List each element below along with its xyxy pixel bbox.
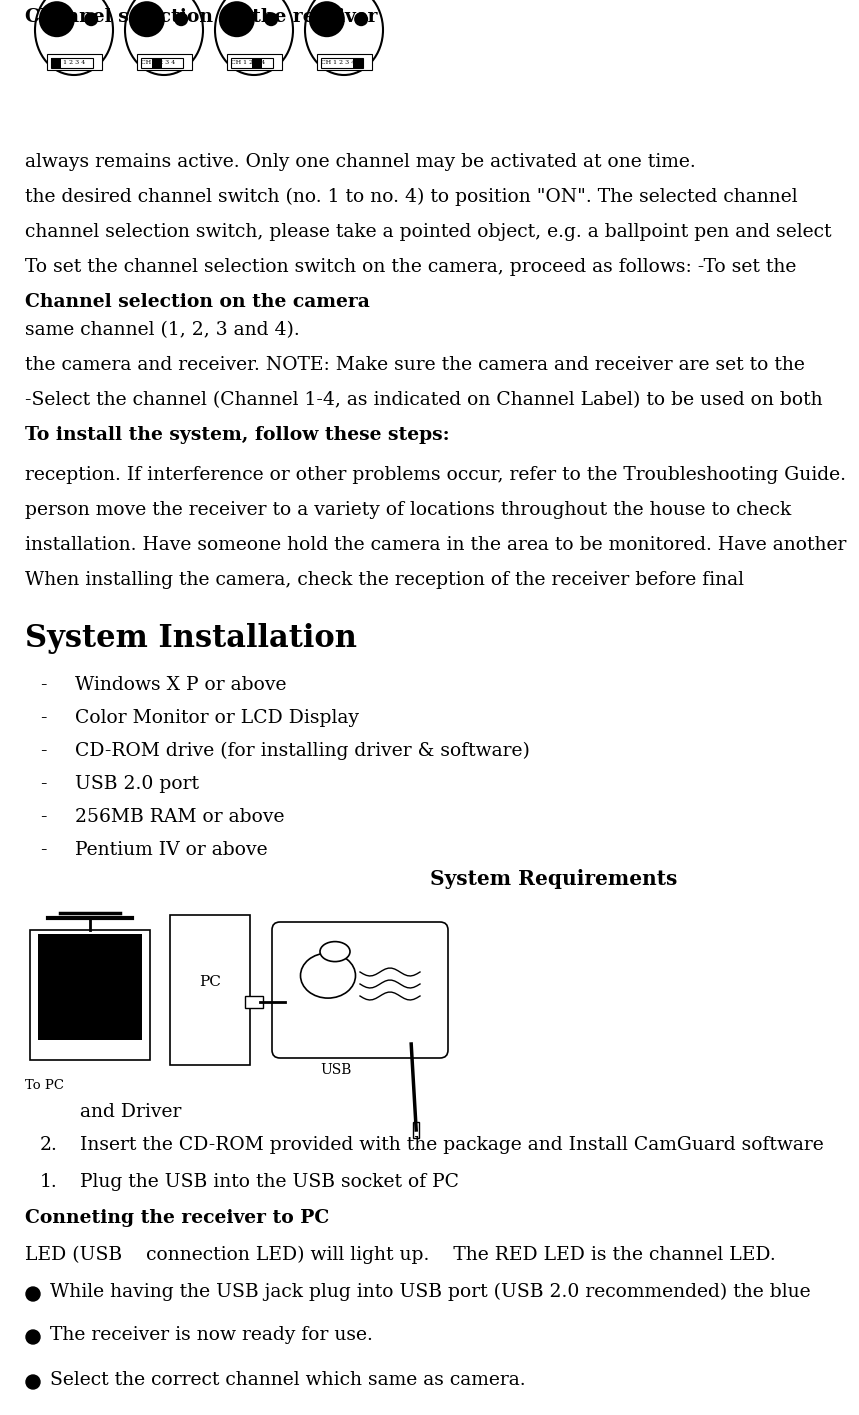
Text: CH 1 2 3 4: CH 1 2 3 4 (321, 59, 356, 65)
Bar (51, 58, 61, 68)
Ellipse shape (125, 0, 203, 75)
Text: Conneting the receiver to PC: Conneting the receiver to PC (25, 1208, 329, 1227)
Text: -: - (40, 741, 46, 760)
Bar (353, 58, 363, 68)
Bar (231, 58, 273, 68)
Bar (137, 54, 192, 69)
Text: the camera and receiver. NOTE: Make sure the camera and receiver are set to the: the camera and receiver. NOTE: Make sure… (25, 357, 805, 374)
Text: System Requirements: System Requirements (430, 869, 678, 889)
Text: 2.: 2. (40, 1136, 58, 1155)
Bar (253, 58, 262, 68)
Text: Insert the CD-ROM provided with the package and Install CamGuard software: Insert the CD-ROM provided with the pack… (80, 1136, 824, 1155)
Ellipse shape (215, 0, 293, 75)
Circle shape (26, 1375, 40, 1390)
Circle shape (84, 13, 98, 27)
Text: When installing the camera, check the reception of the receiver before final: When installing the camera, check the re… (25, 572, 744, 589)
Text: the desired channel switch (no. 1 to no. 4) to position "ON". The selected chann: the desired channel switch (no. 1 to no.… (25, 188, 798, 207)
Ellipse shape (320, 941, 350, 962)
Bar (30, 930, 150, 1060)
Circle shape (39, 1, 75, 37)
Circle shape (219, 1, 255, 37)
Text: -Select the channel (Channel 1-4, as indicated on Channel Label) to be used on b: -Select the channel (Channel 1-4, as ind… (25, 391, 823, 409)
Text: 256MB RAM or above: 256MB RAM or above (75, 808, 284, 826)
Text: Channel selection on the camera: Channel selection on the camera (25, 293, 369, 311)
Text: -: - (40, 775, 46, 792)
Ellipse shape (305, 0, 383, 75)
Text: Channel selection on the receiver: Channel selection on the receiver (25, 8, 377, 25)
Circle shape (26, 1288, 40, 1300)
Text: -: - (40, 709, 46, 727)
Text: channel selection switch, please take a pointed object, e.g. a ballpoint pen and: channel selection switch, please take a … (25, 224, 832, 241)
Text: 1.: 1. (40, 1173, 58, 1191)
Text: installation. Have someone hold the camera in the area to be monitored. Have ano: installation. Have someone hold the came… (25, 536, 846, 555)
Text: Windows X P or above: Windows X P or above (75, 676, 287, 693)
Text: Select the correct channel which same as camera.: Select the correct channel which same as… (50, 1371, 526, 1390)
Text: System Installation: System Installation (25, 623, 357, 654)
Text: USB 2.0 port: USB 2.0 port (75, 775, 199, 792)
Bar (245, 996, 263, 1007)
Text: CH 1 2 3 4: CH 1 2 3 4 (231, 59, 265, 65)
Text: -: - (40, 808, 46, 826)
Text: always remains active. Only one channel may be activated at one time.: always remains active. Only one channel … (25, 153, 696, 171)
Circle shape (309, 1, 344, 37)
Bar (170, 916, 250, 1065)
Circle shape (174, 13, 188, 27)
Text: To PC: To PC (25, 1080, 64, 1092)
Bar (152, 58, 161, 68)
Circle shape (265, 13, 278, 27)
Text: -: - (40, 676, 46, 693)
FancyBboxPatch shape (272, 923, 448, 1058)
Bar (321, 58, 363, 68)
Text: same channel (1, 2, 3 and 4).: same channel (1, 2, 3 and 4). (25, 321, 300, 340)
Circle shape (354, 13, 369, 27)
Bar (141, 58, 183, 68)
Bar (413, 1122, 419, 1138)
Text: CH 1 2 3 4: CH 1 2 3 4 (51, 59, 85, 65)
Text: While having the USB jack plug into USB port (USB 2.0 recommended) the blue: While having the USB jack plug into USB … (50, 1283, 811, 1300)
Text: Plug the USB into the USB socket of PC: Plug the USB into the USB socket of PC (80, 1173, 459, 1191)
Text: CD-ROM drive (for installing driver & software): CD-ROM drive (for installing driver & so… (75, 741, 530, 760)
Text: LED (USB    connection LED) will light up.    The RED LED is the channel LED.: LED (USB connection LED) will light up. … (25, 1245, 776, 1264)
Text: -: - (40, 841, 46, 859)
Bar (51, 58, 93, 68)
Text: Color Monitor or LCD Display: Color Monitor or LCD Display (75, 709, 359, 727)
Text: USB: USB (320, 1063, 351, 1077)
Circle shape (129, 1, 165, 37)
Text: Pentium IV or above: Pentium IV or above (75, 841, 268, 859)
Text: PC: PC (199, 975, 221, 989)
Circle shape (26, 1330, 40, 1344)
Ellipse shape (35, 0, 113, 75)
Text: To set the channel selection switch on the camera, proceed as follows: -To set t: To set the channel selection switch on t… (25, 258, 796, 276)
Bar (47, 54, 102, 69)
Text: To install the system, follow these steps:: To install the system, follow these step… (25, 426, 449, 444)
Text: reception. If interference or other problems occur, refer to the Troubleshooting: reception. If interference or other prob… (25, 466, 846, 484)
Text: and Driver: and Driver (80, 1104, 181, 1121)
Text: person move the receiver to a variety of locations throughout the house to check: person move the receiver to a variety of… (25, 501, 791, 519)
Bar (227, 54, 282, 69)
Text: CH 1 2 3 4: CH 1 2 3 4 (141, 59, 175, 65)
Ellipse shape (301, 954, 356, 998)
Text: The receiver is now ready for use.: The receiver is now ready for use. (50, 1326, 373, 1344)
Bar (38, 934, 142, 1040)
Bar (317, 54, 372, 69)
